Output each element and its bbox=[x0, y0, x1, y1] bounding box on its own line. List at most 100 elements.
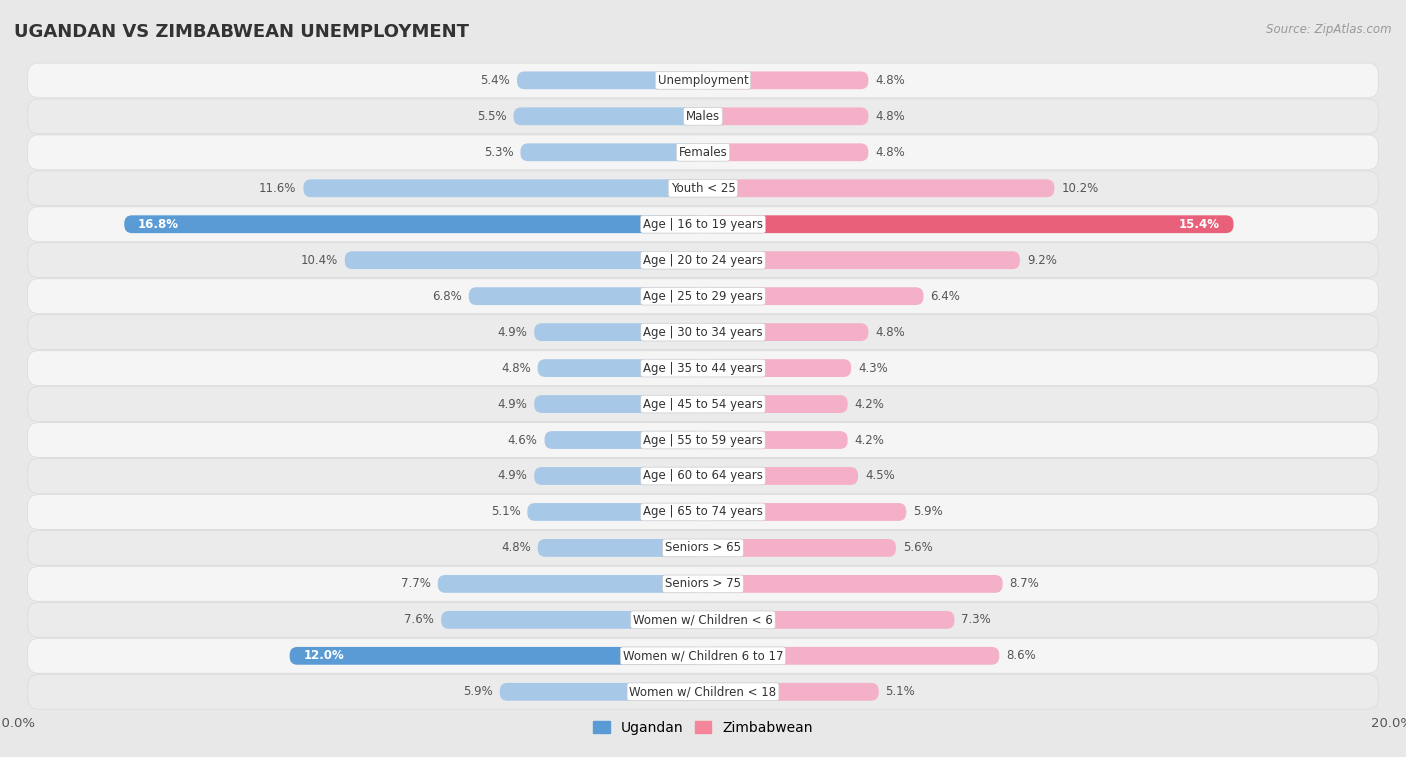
Text: 4.8%: 4.8% bbox=[501, 541, 531, 554]
Text: 5.9%: 5.9% bbox=[912, 506, 943, 519]
FancyBboxPatch shape bbox=[534, 323, 703, 341]
Text: Age | 55 to 59 years: Age | 55 to 59 years bbox=[643, 434, 763, 447]
Text: Age | 25 to 29 years: Age | 25 to 29 years bbox=[643, 290, 763, 303]
Text: Age | 35 to 44 years: Age | 35 to 44 years bbox=[643, 362, 763, 375]
FancyBboxPatch shape bbox=[703, 71, 869, 89]
FancyBboxPatch shape bbox=[513, 107, 703, 125]
Text: 5.5%: 5.5% bbox=[477, 110, 506, 123]
Text: Source: ZipAtlas.com: Source: ZipAtlas.com bbox=[1267, 23, 1392, 36]
Text: Women w/ Children < 6: Women w/ Children < 6 bbox=[633, 613, 773, 626]
Text: 4.8%: 4.8% bbox=[875, 74, 905, 87]
FancyBboxPatch shape bbox=[703, 539, 896, 557]
Text: 15.4%: 15.4% bbox=[1178, 218, 1219, 231]
Text: 9.2%: 9.2% bbox=[1026, 254, 1057, 266]
FancyBboxPatch shape bbox=[537, 359, 703, 377]
Text: 7.6%: 7.6% bbox=[405, 613, 434, 626]
FancyBboxPatch shape bbox=[28, 350, 1378, 385]
FancyBboxPatch shape bbox=[28, 531, 1378, 565]
FancyBboxPatch shape bbox=[344, 251, 703, 269]
FancyBboxPatch shape bbox=[124, 215, 703, 233]
Text: Women w/ Children < 18: Women w/ Children < 18 bbox=[630, 685, 776, 698]
FancyBboxPatch shape bbox=[703, 575, 1002, 593]
Text: 5.6%: 5.6% bbox=[903, 541, 932, 554]
FancyBboxPatch shape bbox=[499, 683, 703, 701]
FancyBboxPatch shape bbox=[527, 503, 703, 521]
FancyBboxPatch shape bbox=[28, 279, 1378, 313]
Text: 5.4%: 5.4% bbox=[481, 74, 510, 87]
Text: Age | 30 to 34 years: Age | 30 to 34 years bbox=[643, 326, 763, 338]
Text: 7.7%: 7.7% bbox=[401, 578, 430, 590]
Text: 6.8%: 6.8% bbox=[432, 290, 461, 303]
Text: 4.6%: 4.6% bbox=[508, 434, 537, 447]
Text: 4.2%: 4.2% bbox=[855, 397, 884, 410]
FancyBboxPatch shape bbox=[703, 431, 848, 449]
FancyBboxPatch shape bbox=[703, 323, 869, 341]
FancyBboxPatch shape bbox=[28, 494, 1378, 529]
Text: Seniors > 65: Seniors > 65 bbox=[665, 541, 741, 554]
FancyBboxPatch shape bbox=[534, 395, 703, 413]
Text: 5.9%: 5.9% bbox=[463, 685, 494, 698]
Text: Age | 45 to 54 years: Age | 45 to 54 years bbox=[643, 397, 763, 410]
FancyBboxPatch shape bbox=[28, 459, 1378, 494]
FancyBboxPatch shape bbox=[703, 503, 907, 521]
FancyBboxPatch shape bbox=[468, 287, 703, 305]
Text: 4.8%: 4.8% bbox=[875, 326, 905, 338]
Text: 4.9%: 4.9% bbox=[498, 469, 527, 482]
Text: 7.3%: 7.3% bbox=[962, 613, 991, 626]
FancyBboxPatch shape bbox=[28, 135, 1378, 170]
FancyBboxPatch shape bbox=[441, 611, 703, 629]
FancyBboxPatch shape bbox=[28, 315, 1378, 350]
Text: 4.3%: 4.3% bbox=[858, 362, 887, 375]
FancyBboxPatch shape bbox=[703, 107, 869, 125]
Text: 8.7%: 8.7% bbox=[1010, 578, 1039, 590]
FancyBboxPatch shape bbox=[703, 251, 1019, 269]
Text: 10.4%: 10.4% bbox=[301, 254, 337, 266]
Text: Seniors > 75: Seniors > 75 bbox=[665, 578, 741, 590]
FancyBboxPatch shape bbox=[28, 674, 1378, 709]
FancyBboxPatch shape bbox=[28, 422, 1378, 457]
FancyBboxPatch shape bbox=[703, 647, 1000, 665]
Text: 10.2%: 10.2% bbox=[1062, 182, 1098, 195]
Text: 5.1%: 5.1% bbox=[491, 506, 520, 519]
Text: UGANDAN VS ZIMBABWEAN UNEMPLOYMENT: UGANDAN VS ZIMBABWEAN UNEMPLOYMENT bbox=[14, 23, 470, 41]
Text: Unemployment: Unemployment bbox=[658, 74, 748, 87]
FancyBboxPatch shape bbox=[28, 603, 1378, 637]
FancyBboxPatch shape bbox=[703, 395, 848, 413]
FancyBboxPatch shape bbox=[28, 99, 1378, 133]
FancyBboxPatch shape bbox=[537, 539, 703, 557]
FancyBboxPatch shape bbox=[703, 683, 879, 701]
FancyBboxPatch shape bbox=[517, 71, 703, 89]
Text: 4.9%: 4.9% bbox=[498, 326, 527, 338]
Text: Women w/ Children 6 to 17: Women w/ Children 6 to 17 bbox=[623, 650, 783, 662]
Text: 4.9%: 4.9% bbox=[498, 397, 527, 410]
Text: Males: Males bbox=[686, 110, 720, 123]
FancyBboxPatch shape bbox=[703, 179, 1054, 197]
FancyBboxPatch shape bbox=[28, 243, 1378, 278]
FancyBboxPatch shape bbox=[703, 143, 869, 161]
Text: Age | 20 to 24 years: Age | 20 to 24 years bbox=[643, 254, 763, 266]
FancyBboxPatch shape bbox=[437, 575, 703, 593]
FancyBboxPatch shape bbox=[304, 179, 703, 197]
FancyBboxPatch shape bbox=[703, 611, 955, 629]
Text: 16.8%: 16.8% bbox=[138, 218, 179, 231]
FancyBboxPatch shape bbox=[28, 207, 1378, 241]
Text: 4.2%: 4.2% bbox=[855, 434, 884, 447]
Text: 11.6%: 11.6% bbox=[259, 182, 297, 195]
FancyBboxPatch shape bbox=[520, 143, 703, 161]
FancyBboxPatch shape bbox=[703, 215, 1233, 233]
Text: 5.3%: 5.3% bbox=[484, 146, 513, 159]
Text: Females: Females bbox=[679, 146, 727, 159]
Text: 6.4%: 6.4% bbox=[931, 290, 960, 303]
FancyBboxPatch shape bbox=[28, 387, 1378, 422]
FancyBboxPatch shape bbox=[703, 287, 924, 305]
Text: Youth < 25: Youth < 25 bbox=[671, 182, 735, 195]
FancyBboxPatch shape bbox=[28, 171, 1378, 205]
Text: 8.6%: 8.6% bbox=[1007, 650, 1036, 662]
Text: 4.8%: 4.8% bbox=[501, 362, 531, 375]
FancyBboxPatch shape bbox=[28, 63, 1378, 98]
FancyBboxPatch shape bbox=[534, 467, 703, 485]
FancyBboxPatch shape bbox=[290, 647, 703, 665]
Text: 4.5%: 4.5% bbox=[865, 469, 894, 482]
FancyBboxPatch shape bbox=[703, 359, 851, 377]
Text: 12.0%: 12.0% bbox=[304, 650, 344, 662]
